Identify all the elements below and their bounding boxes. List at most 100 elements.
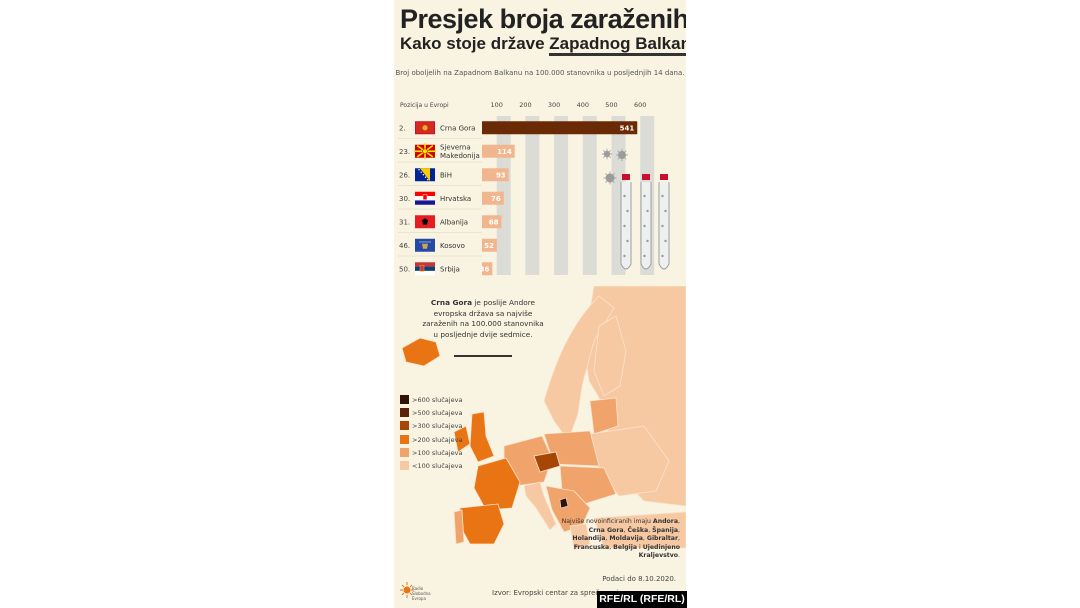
position-label: 2. [399,124,406,132]
virus-icon [616,149,628,161]
country-label: Hrvatska [440,195,471,203]
x-tick-label: 500 [605,101,617,109]
x-tick-label: 300 [548,101,560,109]
montenegro-flag [415,121,435,135]
note-country: Gibraltar [646,535,679,542]
legend-label: <100 slučajeva [412,462,463,470]
chart-row: 50. Srbija 36 [398,255,493,276]
legend-swatch [400,421,409,431]
position-label: 26. [399,171,410,179]
map-note: Najviše novoinficiranih imaju Andora, Cr… [561,518,680,560]
note-country: Francuska [573,543,610,551]
position-label: 23. [399,148,410,156]
bar-value-label: 541 [620,124,635,132]
bar-value-label: 68 [489,218,499,226]
map-greece [569,523,591,551]
x-tick-label: 100 [490,101,502,109]
virus-icon [603,171,617,185]
chart-row: 2. Crna Gora 541 [399,121,638,135]
subtitle-text: Kako stoje države [400,34,550,53]
position-header: Pozicija u Evropi [400,102,449,109]
bar-chart: Pozicija u Evropi 100 200 300 400 500 600 2. Cr… [398,101,670,276]
country-label: Sjeverna Makedonija [440,143,480,160]
subtitle-underlined: Zapadnog Balkana? [549,34,686,56]
legend-swatch [400,447,409,457]
legend-swatch [400,461,409,470]
note-country: Belgija [613,543,638,551]
north-macedonia-flag [414,143,436,160]
bar [482,238,497,252]
bar-value-label: 76 [491,195,501,203]
virus-icon [601,148,613,160]
map-italy [523,481,557,531]
map-portugal [453,509,465,545]
legend-swatch [400,408,409,418]
country-label: BiH [440,171,452,179]
bar [482,168,509,182]
chart-row: 46. Kosovo 52 [398,232,497,252]
logo-text: Radio Slobodna Evropa [412,586,431,601]
country-label: Kosovo [440,242,465,250]
chart-row: 31. Albanija 68 [398,208,502,229]
country-label: Srbija [440,265,460,273]
albania-flag [415,215,435,229]
bosnia-flag [415,168,435,182]
chart-row: 23. Sjeverna Makedonija 114 [398,138,515,160]
callout-underline [454,355,512,357]
data-date: Podaci do 8.10.2020. [602,575,676,583]
grid-column [554,116,569,275]
map-turkey [593,511,686,549]
legend-label: >500 slučajeva [412,409,463,418]
europe-map [401,286,686,551]
chart-rows: 2. Crna Gora 541 23. Sjeverna Makedonija 114 26… [398,121,638,276]
note-country: Moldavija [609,535,643,542]
x-tick-label: 400 [577,101,589,109]
x-tick-label: 600 [634,101,646,109]
rfe-logo [400,582,414,598]
legend-label: >300 slučajeva [412,422,463,431]
legend-swatch [400,395,409,404]
chart-row: 26. BiH 93 [398,161,509,182]
infographic: Presjek broja zaraženih: Kako stoje drža… [394,0,686,608]
bar [482,191,504,205]
grid-column [582,116,597,275]
chart-description: Broj oboljelih na Zapadnom Balkanu na 10… [395,69,685,77]
main-title: Presjek broja zaraženih: [400,4,686,34]
map-montenegro [559,497,569,509]
map-iceland [401,337,441,367]
map-finland [593,315,627,397]
callout-country: Crna Gora [430,298,473,307]
bar [482,215,502,229]
position-label: 31. [399,218,410,226]
bar-value-label: 93 [496,171,506,179]
legend-label: >200 slučajeva [412,435,463,444]
note-country: Holandija [572,535,606,542]
position-label: 50. [399,265,410,273]
map-spain [459,503,505,545]
source-text: Izvor: Evropski centar za sprečavanje [492,589,623,597]
note-country: Češka [627,526,649,534]
note-country: Španija [652,526,679,534]
callout-text: je poslije Andore evropska država sa naj… [422,298,544,339]
legend-label: >100 slučajeva [412,448,463,457]
map-uk [469,411,495,463]
position-label: 30. [399,195,410,203]
main-subtitle: Kako stoje države Zapadnog Balkana? [400,34,686,56]
country-label: Crna Gora [440,124,475,132]
x-tick-label: 200 [519,101,531,109]
note-country: Ujedinjeno Kraljevstvo [638,543,680,560]
serbia-flag [415,262,435,276]
map-baltics [589,397,619,435]
chart-row: 30. Hrvatska 76 [398,185,504,205]
photo-credit: RFE/RL (RFE/RL) [597,591,687,608]
bar-value-label: 36 [480,265,490,273]
test-tube-icon [620,174,632,270]
europe-map-section: Crna Gora je poslije Andore evropska drž… [394,286,686,608]
map-france [473,457,521,511]
bar-value-label: 114 [497,148,512,156]
bar [482,262,493,276]
legend-label: >600 slučajeva [412,396,463,404]
croatia-flag [415,191,435,205]
country-label: Albanija [440,218,468,226]
kosovo-flag [415,238,435,252]
